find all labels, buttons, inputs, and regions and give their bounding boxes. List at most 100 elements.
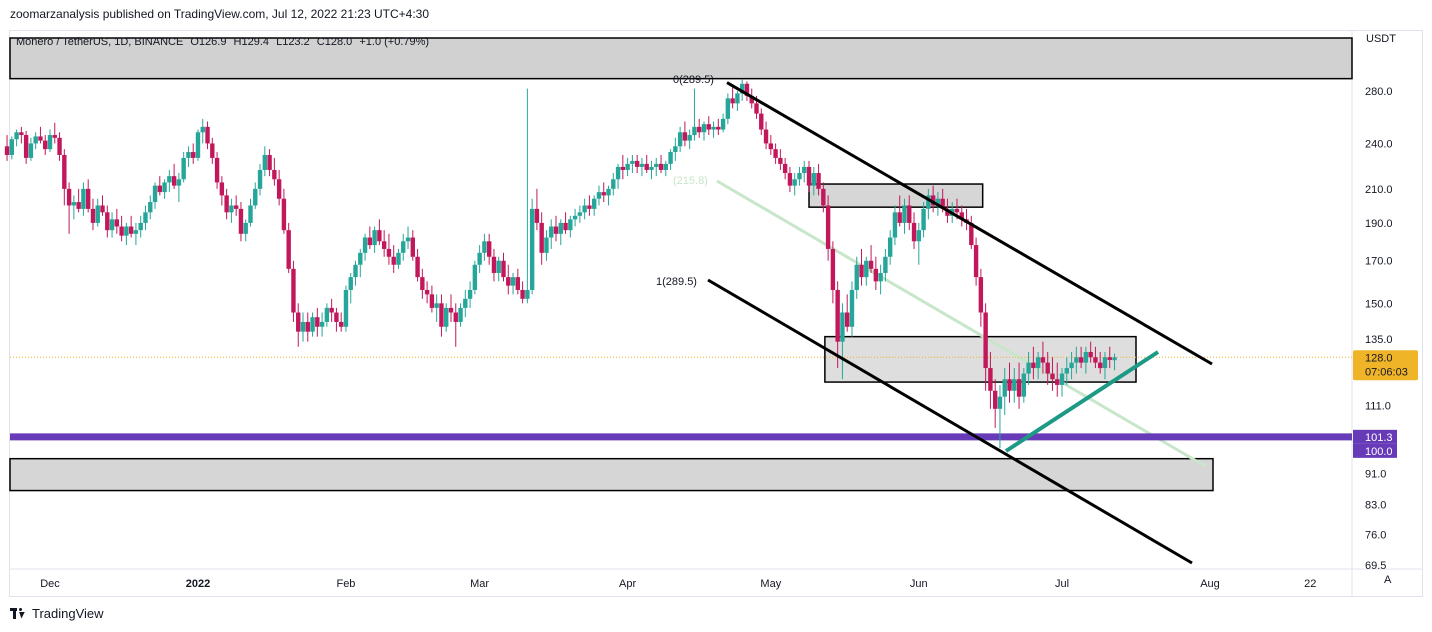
- candle-body: [329, 307, 334, 313]
- candle-body: [367, 237, 373, 246]
- candle-body: [778, 157, 783, 164]
- legend-open: O126.9: [190, 36, 227, 48]
- candle-body: [606, 188, 611, 196]
- candle-body: [167, 176, 172, 183]
- candle-body: [109, 219, 115, 231]
- candle-body: [668, 152, 673, 164]
- ascending-support-line[interactable]: [1004, 350, 1160, 453]
- candle-body: [611, 179, 616, 189]
- candle-body: [816, 173, 821, 189]
- candle-body: [806, 166, 812, 186]
- auto-scale-button[interactable]: A: [1384, 574, 1392, 586]
- candle-body: [90, 208, 96, 223]
- support-price-tag: [1353, 429, 1397, 444]
- current-price-tag-label: 128.0: [1365, 352, 1393, 364]
- candle-body: [997, 396, 1003, 409]
- candle-body: [506, 277, 511, 286]
- candle-body: [200, 126, 205, 133]
- candle-body: [338, 321, 344, 327]
- candle-body: [391, 256, 396, 265]
- candle-body: [1045, 362, 1050, 374]
- candle-body: [401, 241, 406, 253]
- y-tick-label: 150.0: [1365, 298, 1393, 310]
- candle-body: [1035, 357, 1041, 369]
- fib-label-1: 1(289.5): [656, 276, 697, 288]
- candle-body: [878, 272, 883, 282]
- candle-body: [759, 113, 764, 130]
- candle-body: [673, 146, 678, 153]
- candle-body: [859, 264, 864, 278]
- candle-body: [1040, 357, 1046, 363]
- candle-body: [286, 230, 291, 269]
- candle-body: [930, 195, 936, 206]
- candle-body: [71, 202, 77, 206]
- current-price-tag: [1353, 350, 1418, 381]
- candle-body: [124, 226, 129, 236]
- candle-body: [1064, 368, 1069, 374]
- legend-high: H129.4: [233, 36, 270, 48]
- candle-body: [596, 192, 602, 199]
- fib-trend-line[interactable]: [716, 179, 1206, 468]
- candle-body: [1031, 362, 1036, 369]
- candle-body: [515, 277, 521, 290]
- candle-body: [921, 208, 926, 231]
- x-tick-label: Aug: [1200, 578, 1220, 590]
- candle-body: [539, 222, 544, 253]
- candle-body: [38, 136, 43, 141]
- candle-body: [663, 163, 669, 170]
- round-price-tag-label: 100.0: [1365, 446, 1393, 458]
- candle-body: [711, 126, 716, 130]
- candle-body: [415, 256, 420, 278]
- candle-body: [763, 129, 769, 144]
- candle-body: [434, 303, 439, 308]
- candle-body: [214, 157, 220, 183]
- candle-body: [1050, 373, 1055, 380]
- candle-body: [563, 222, 568, 231]
- y-tick-label: 76.0: [1365, 530, 1386, 542]
- resistance-zone-top[interactable]: [9, 37, 1353, 80]
- candle-body: [849, 289, 855, 327]
- candle-body: [649, 166, 654, 170]
- candle-body: [381, 241, 387, 249]
- candle-body: [883, 256, 888, 273]
- candle-body: [377, 230, 382, 242]
- candle-body: [840, 312, 845, 342]
- candle-body: [630, 160, 635, 164]
- candle-body: [81, 188, 86, 209]
- candle-body: [897, 212, 902, 223]
- y-tick-label: 111.0: [1365, 401, 1391, 413]
- candle-body: [935, 198, 941, 206]
- candle-body: [911, 222, 917, 242]
- candle-body: [458, 307, 463, 322]
- candle-body: [1026, 362, 1031, 374]
- candle-body: [138, 222, 143, 231]
- candle-body: [544, 237, 549, 253]
- candle-body: [448, 307, 454, 313]
- candle-body: [291, 268, 296, 313]
- support-zone-bottom[interactable]: [9, 457, 1214, 492]
- candle-body: [658, 163, 664, 170]
- chart-frame[interactable]: [9, 30, 1423, 597]
- channel-lower-line[interactable]: [707, 278, 1193, 565]
- candle-body: [773, 149, 778, 158]
- x-tick-label: Jul: [1055, 578, 1069, 590]
- candle-body: [634, 160, 640, 167]
- y-tick-label: 91.0: [1365, 468, 1386, 480]
- candle-body: [186, 152, 191, 158]
- candle-body: [238, 208, 244, 234]
- y-tick-label: 210.0: [1365, 184, 1393, 196]
- candle-body: [85, 188, 91, 209]
- candle-body: [405, 237, 411, 242]
- candle-body: [1007, 379, 1012, 391]
- candle-body: [868, 260, 874, 269]
- candle-body: [1016, 379, 1022, 397]
- x-tick-label: 22: [1304, 578, 1316, 590]
- channel-upper-line[interactable]: [726, 81, 1213, 366]
- candle-body: [28, 143, 34, 158]
- candle-body: [916, 230, 922, 242]
- candle-body: [954, 208, 960, 213]
- candle-body: [644, 163, 649, 170]
- candle-body: [43, 140, 48, 150]
- candle-body: [940, 198, 945, 209]
